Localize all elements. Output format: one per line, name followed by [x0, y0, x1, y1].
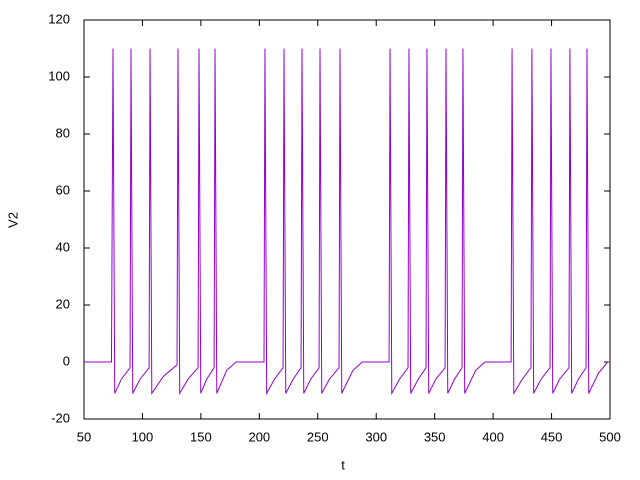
data-line	[84, 48, 610, 396]
x-tick-label: 100	[132, 429, 154, 444]
x-tick-label: 50	[77, 429, 91, 444]
x-tick-label: 350	[424, 429, 446, 444]
y-tick-label: 100	[48, 68, 70, 83]
x-tick-label: 300	[365, 429, 387, 444]
y-axis-label: V2	[5, 212, 20, 228]
y-tick-label: 40	[56, 239, 70, 254]
y-tick-label: -20	[51, 410, 70, 425]
x-tick-label: 400	[482, 429, 504, 444]
y-tick-label: 20	[56, 296, 70, 311]
x-tick-label: 250	[307, 429, 329, 444]
y-tick-label: 0	[63, 353, 70, 368]
y-tick-label: 80	[56, 125, 70, 140]
x-tick-label: 500	[599, 429, 621, 444]
x-tick-label: 150	[190, 429, 212, 444]
y-tick-label: 60	[56, 182, 70, 197]
x-tick-label: 450	[541, 429, 563, 444]
x-tick-label: 200	[248, 429, 270, 444]
y-tick-label: 120	[48, 11, 70, 26]
plot-frame	[83, 19, 611, 420]
x-axis-label: t	[341, 457, 345, 472]
